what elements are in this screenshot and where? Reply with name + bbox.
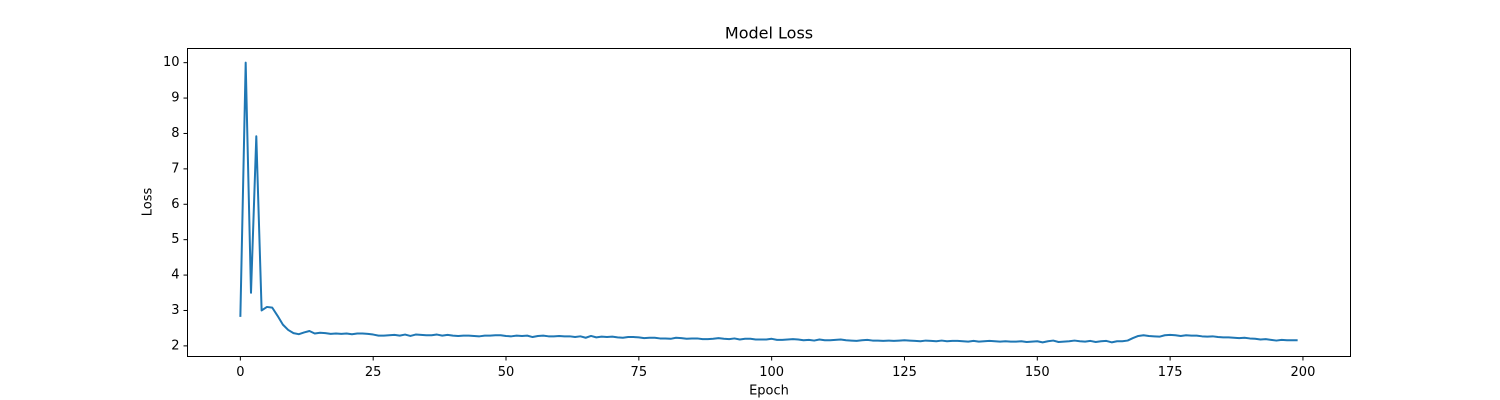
y-tick-label: 9 (171, 91, 179, 106)
x-tick-label: 25 (365, 365, 382, 380)
x-tick-label: 50 (498, 365, 515, 380)
loss-line (239, 61, 1298, 344)
x-tick-label: 100 (759, 365, 784, 380)
x-tick-label: 150 (1025, 365, 1050, 380)
y-axis-label: Loss (141, 188, 156, 217)
y-tick-label: 5 (171, 232, 179, 247)
y-tick-label: 2 (171, 338, 179, 353)
x-axis-label: Epoch (749, 384, 789, 399)
x-tick-label: 125 (892, 365, 917, 380)
y-tick-label: 10 (163, 55, 180, 70)
y-tick-label: 4 (171, 268, 179, 283)
y-tick-label: 8 (171, 126, 179, 141)
x-tick-label: 175 (1158, 365, 1183, 380)
y-tick-label: 7 (171, 161, 179, 176)
x-tick-label: 200 (1291, 365, 1316, 380)
y-tick-label: 3 (171, 303, 179, 318)
chart-title: Model Loss (725, 24, 813, 43)
x-tick-label: 75 (631, 365, 648, 380)
plot-frame (187, 48, 1351, 357)
x-tick-label: 0 (236, 365, 244, 380)
y-tick-label: 6 (171, 197, 179, 212)
